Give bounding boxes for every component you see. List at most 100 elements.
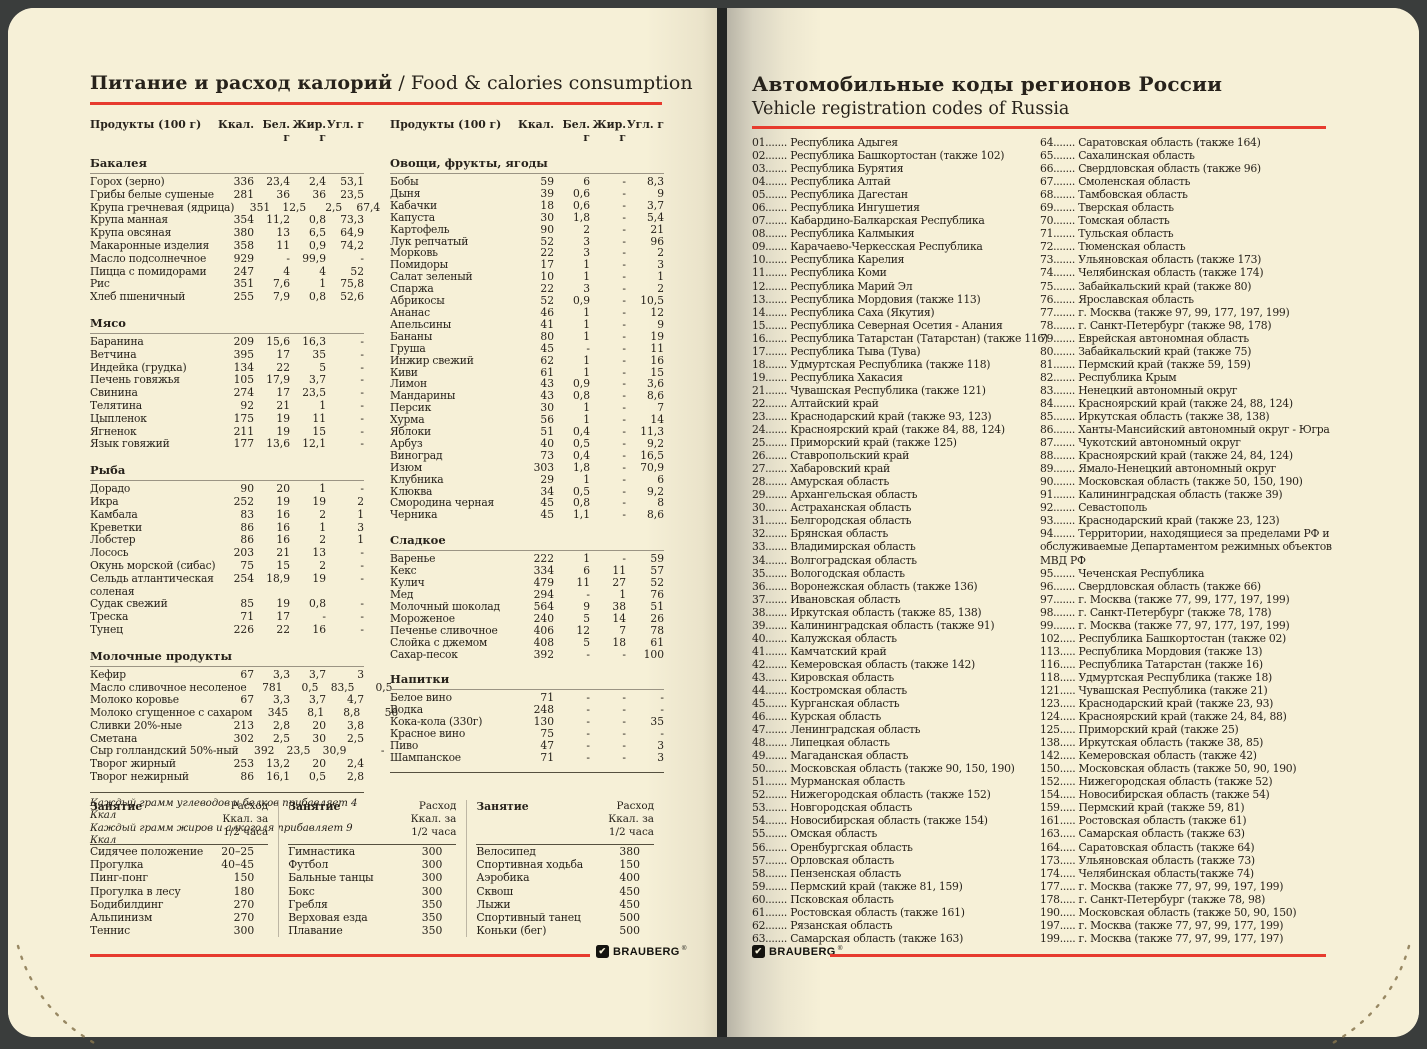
activity-row: Коньки (бег) 500 (476, 924, 654, 937)
food-kcal: 86 (240, 770, 254, 784)
food-carbs: 61 (650, 635, 664, 649)
food-row: Кефир 67 3,3 3,7 3 (90, 667, 364, 682)
codes-column-left: 01....... Республика Адыгея 02....... Рес… (752, 136, 1048, 945)
code-entry: 51....... Мурманская область (752, 775, 905, 789)
food-fat: - (622, 703, 626, 717)
food-name: Картофель (390, 222, 450, 236)
food-name: Рис (90, 277, 110, 291)
activity-header-value: Расход Ккал. за 1/2 часа (411, 800, 457, 841)
food-fat: - (622, 377, 626, 391)
code-entry: 70....... Томская область (1040, 214, 1170, 228)
food-carbs: 76 (650, 588, 664, 601)
left-title-ru: Питание и расход калорий (90, 72, 393, 94)
food-carbs: - (360, 546, 364, 560)
code-entry: 138..... Иркутская область (также 38, 85… (1040, 736, 1264, 750)
code-entry: 41....... Камчатский край (752, 644, 887, 658)
code-entry: 03....... Республика Бурятия (752, 162, 904, 176)
food-kcal: 75 (240, 558, 254, 572)
food-carbs: 2,8 (347, 770, 364, 784)
activity-row: Бокс 300 (288, 885, 456, 898)
activity-name: Сквош (476, 884, 514, 898)
food-protein: 0,4 (573, 448, 590, 462)
food-carbs: 16 (650, 353, 664, 367)
food-carbs: 3 (357, 667, 364, 681)
food-name: Капуста (390, 210, 435, 224)
food-kcal: 105 (233, 373, 254, 387)
food-row: Кулич 479 11 27 52 (390, 577, 664, 589)
activity-row: Альпинизм 270 (90, 911, 268, 924)
food-fat: - (622, 401, 626, 415)
code-entry: 173..... Ульяновская область (также 73) (1040, 853, 1255, 867)
food-name: Пиво (390, 739, 419, 753)
food-name: Бананы (390, 329, 433, 343)
food-carbs: 52,6 (340, 290, 364, 304)
food-carbs: 3 (657, 739, 664, 753)
food-row: Виноград 73 0,4 -16,5 (390, 448, 664, 462)
code-entry: 96....... Свердловская область (также 66… (1040, 579, 1261, 593)
code-entry: 94....... Территории, находящиеся за пре… (1040, 527, 1332, 567)
food-kcal: 358 (233, 238, 254, 252)
code-entry: 59....... Пермский край (также 81, 159) (752, 879, 963, 893)
food-protein: 5 (583, 611, 590, 625)
food-protein: 1 (583, 305, 590, 319)
food-fat: 11 (312, 411, 326, 425)
left-title-rule (90, 102, 662, 105)
right-title-rule (752, 126, 1326, 129)
activity-row: Велосипед 380 (476, 845, 654, 858)
food-fat: - (622, 484, 626, 498)
food-protein: - (586, 647, 590, 661)
food-name: Крупа гречневая (ядрица) (90, 200, 235, 214)
food-carbs: 16,5 (640, 448, 664, 462)
food-protein: 13 (276, 226, 290, 240)
food-protein: - (586, 727, 590, 741)
activity-header-label: Занятие (288, 800, 341, 813)
activity-header-line: Ккал. за (608, 812, 654, 825)
food-carbs: 14 (650, 413, 664, 427)
food-kcal: 92 (240, 398, 254, 412)
food-row: Креветки 86 16 1 3 (90, 520, 364, 535)
food-kcal: 86 (240, 520, 254, 534)
codes-column-right: 64....... Саратовская область (также 164… (1040, 136, 1332, 945)
food-kcal: 177 (233, 437, 254, 451)
food-fat: - (622, 691, 626, 705)
code-entry: 64....... Саратовская область (также 164… (1040, 136, 1261, 149)
food-section-title: Молочные продукты (90, 649, 364, 667)
activity-row: Футбол 300 (288, 858, 456, 871)
activity-name: Гребля (288, 897, 328, 911)
food-kcal: 71 (540, 691, 554, 705)
code-entry: 81....... Пермский край (также 59, 159) (1040, 357, 1251, 371)
food-protein: 16 (276, 507, 290, 521)
food-section-title: Напитки (390, 672, 664, 691)
food-row: Мед 294 - 1 76 (390, 589, 664, 601)
food-name: Молоко сгущенное с сахаром (90, 706, 253, 720)
food-fat: - (622, 234, 626, 248)
food-carbs: - (360, 597, 364, 611)
code-entry: 38....... Иркутская область (также 85, 1… (752, 605, 982, 619)
food-carbs: 1 (357, 533, 364, 547)
food-fat: - (622, 246, 626, 260)
food-fat: 7 (619, 623, 626, 637)
code-entry: 16....... Республика Татарстан (Татарста… (752, 331, 1048, 345)
food-name: Треска (90, 610, 129, 624)
food-name: Мандарины (390, 389, 456, 403)
food-fat: - (622, 552, 626, 566)
food-row: Картофель 90 2 - 21 (390, 222, 664, 236)
food-carbs: - (360, 610, 364, 624)
activity-value: 40–45 (221, 858, 255, 872)
food-fat: 27 (612, 576, 626, 590)
code-entry: 82....... Республика Крым (1040, 370, 1177, 384)
food-name: Абрикосы (390, 294, 445, 308)
right-footer-rule (830, 954, 1326, 957)
food-carbs: 3,7 (647, 198, 664, 212)
food-row: Мандарины 43 0,8 - 8,6 (390, 390, 664, 402)
food-fat: - (622, 186, 626, 200)
food-section: Овощи, фрукты, ягоды Бобы 59 6-8,3 Дыня 39 0,6… (390, 156, 664, 521)
food-fat: 11 (612, 564, 626, 578)
header-protein: Бел. г (562, 118, 590, 144)
food-kcal: 226 (233, 622, 254, 636)
food-kcal: 43 (540, 377, 554, 391)
code-entry: 83....... Ненецкий автономный округ (1040, 383, 1238, 397)
code-entry: 86....... Ханты-Мансийский автономный ок… (1040, 423, 1330, 437)
food-name: Молоко коровье (90, 693, 179, 707)
code-entry: 11....... Республика Коми (752, 266, 887, 280)
